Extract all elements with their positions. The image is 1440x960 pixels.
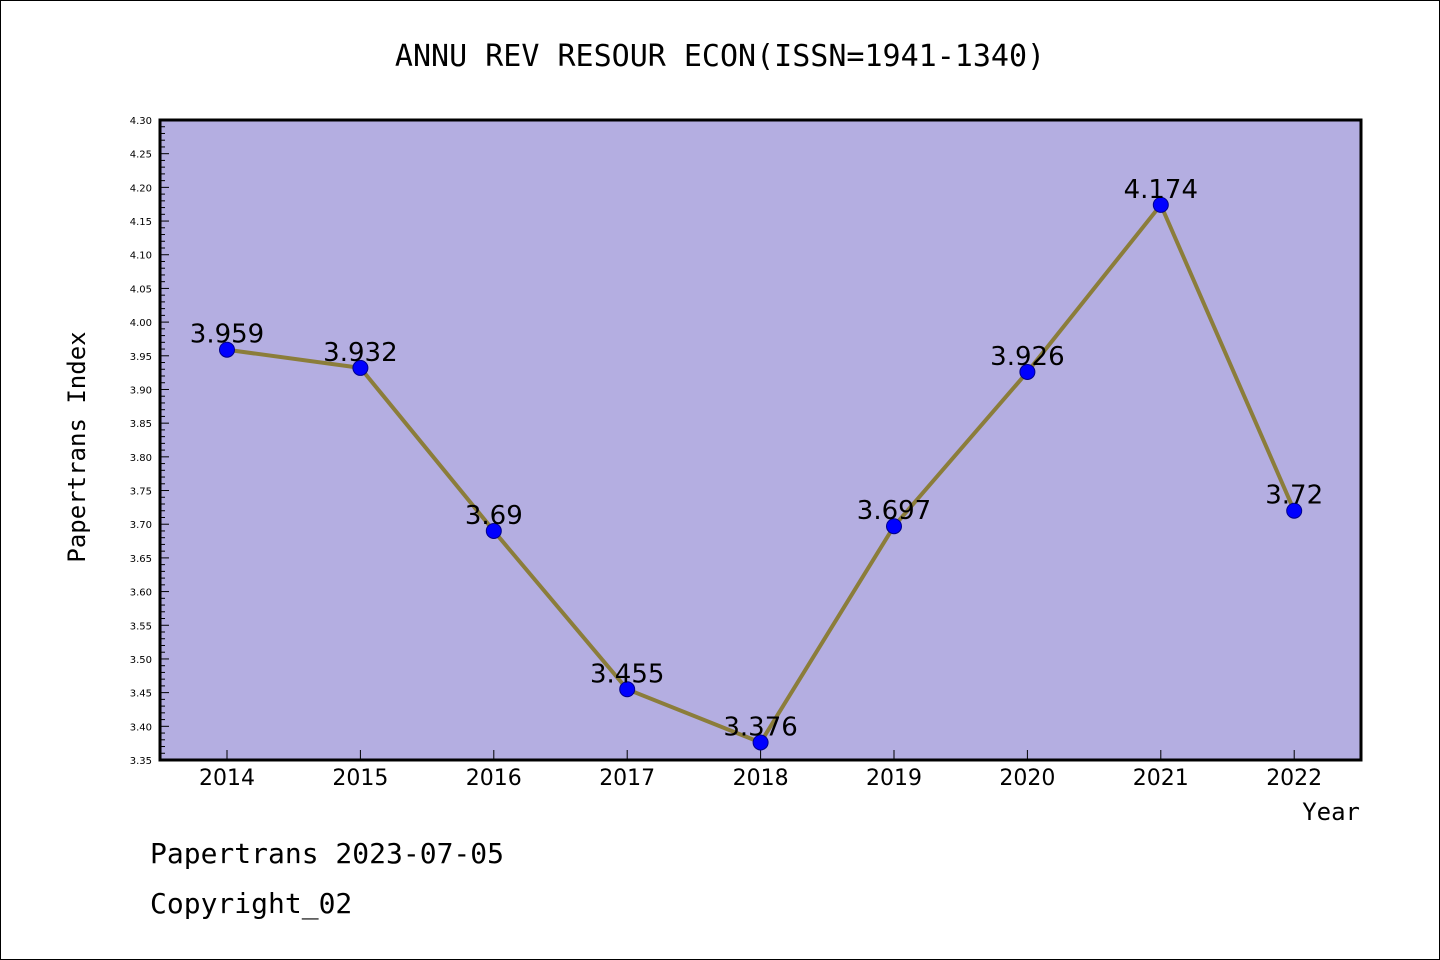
data-label: 3.69 [465,501,523,531]
series-group: 3.959 3.932 3.69 3.455 3.376 3.697 3.926 4.174 3… [190,175,1323,751]
data-point [1019,363,1036,380]
x-tick-label: 2016 [466,766,522,791]
data-point [485,522,502,539]
data-label: 3.72 [1265,481,1323,511]
data-point [1152,196,1169,213]
data-point [619,681,636,698]
data-label: 4.174 [1124,175,1198,205]
data-label: 3.455 [590,659,664,689]
data-label: 3.932 [323,338,397,368]
data-label: 3.926 [990,342,1064,372]
x-axis: 2014 2015 2016 2017 2018 2019 2020 2021 2022 [199,750,1322,791]
y-axis: 3.35 3.40 3.45 3.50 3.55 3.60 3.65 3.70 3.75 3.80… [130,116,169,767]
y-tick-label: 3.75 [130,487,152,498]
y-tick-label: 4.15 [130,217,152,228]
data-point [352,359,369,376]
y-tick-label: 3.40 [130,722,152,733]
footer-date: Papertrans 2023-07-05 [150,837,504,870]
chart-title: ANNU REV RESOUR ECON(ISSN=1941-1340) [395,39,1045,74]
data-label: 3.376 [723,712,797,742]
data-label: 3.697 [857,496,931,526]
x-tick-label: 2015 [332,766,388,791]
x-tick-label: 2021 [1133,766,1189,791]
x-tick-label: 2022 [1266,766,1322,791]
x-tick-label: 2018 [733,766,789,791]
data-point [219,341,235,358]
y-tick-label: 3.65 [130,554,152,565]
y-axis-label: Papertrans Index [63,331,91,562]
y-tick-label: 4.10 [130,251,152,262]
y-tick-label: 3.45 [130,689,152,700]
y-tick-label: 4.05 [130,284,152,295]
y-tick-label: 4.30 [130,116,152,127]
y-tick-label: 3.85 [130,419,152,430]
x-tick-label: 2020 [999,766,1055,791]
y-tick-label: 3.80 [130,453,152,464]
data-label: 3.959 [190,320,264,350]
x-axis-label: Year [1302,798,1360,826]
x-tick-label: 2017 [599,766,655,791]
y-tick-label: 3.55 [130,621,152,632]
plot-area [158,118,1363,762]
y-tick-label: 3.90 [130,385,152,396]
x-tick-label: 2019 [866,766,922,791]
y-tick-label: 4.25 [130,150,152,161]
y-tick-label: 3.35 [130,756,152,767]
x-tick-label: 2014 [199,766,255,791]
y-tick-label: 3.70 [130,520,152,531]
footer-copyright: Copyright_02 [150,887,352,921]
y-tick-label: 3.50 [130,655,152,666]
y-tick-label: 3.95 [130,352,152,363]
y-tick-label: 3.60 [130,588,152,599]
data-point [752,734,769,751]
data-point [1286,502,1303,519]
y-tick-label: 4.20 [130,183,152,194]
y-tick-label: 4.00 [130,318,152,329]
data-point [886,518,902,535]
